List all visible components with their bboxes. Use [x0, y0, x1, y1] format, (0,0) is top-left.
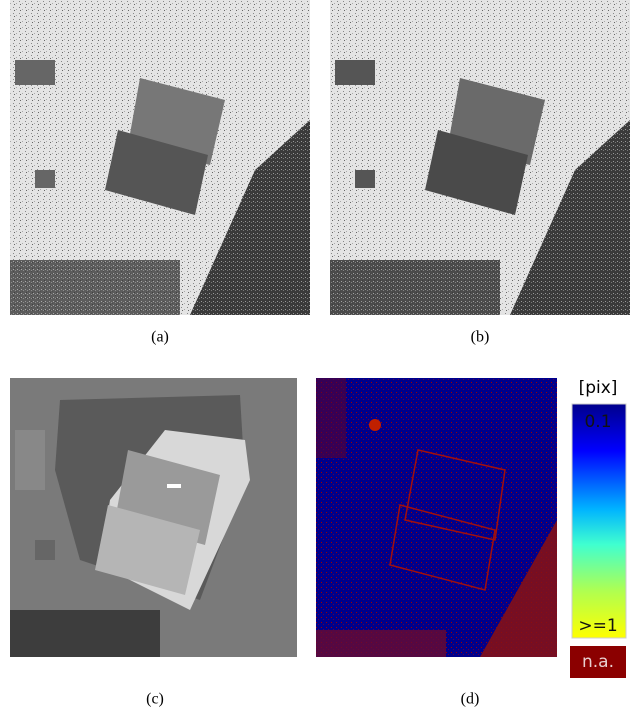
colorbar-unit: [pix]: [579, 378, 618, 398]
panel-d-image: [316, 378, 557, 657]
colorbar-bottom-label: >=1: [578, 616, 617, 636]
panel-b-image: [330, 0, 630, 315]
na-label: n.a.: [582, 652, 614, 672]
panel-caption: (d): [461, 691, 480, 708]
panel-caption: (a): [151, 329, 169, 346]
panel-c-image: [10, 378, 297, 657]
colorbar-top-label: 0.1: [584, 412, 611, 432]
figure: (a) (b) (c) (d) [pix] 0.1 >=1 n: [0, 0, 642, 714]
colorbar: [572, 404, 626, 638]
panel-caption: (c): [146, 691, 164, 708]
panel-a-image: [10, 0, 310, 315]
page: (a) (b) (c) (d) [pix] 0.1 >=1 n: [0, 0, 642, 714]
panel-caption: (b): [471, 329, 490, 346]
